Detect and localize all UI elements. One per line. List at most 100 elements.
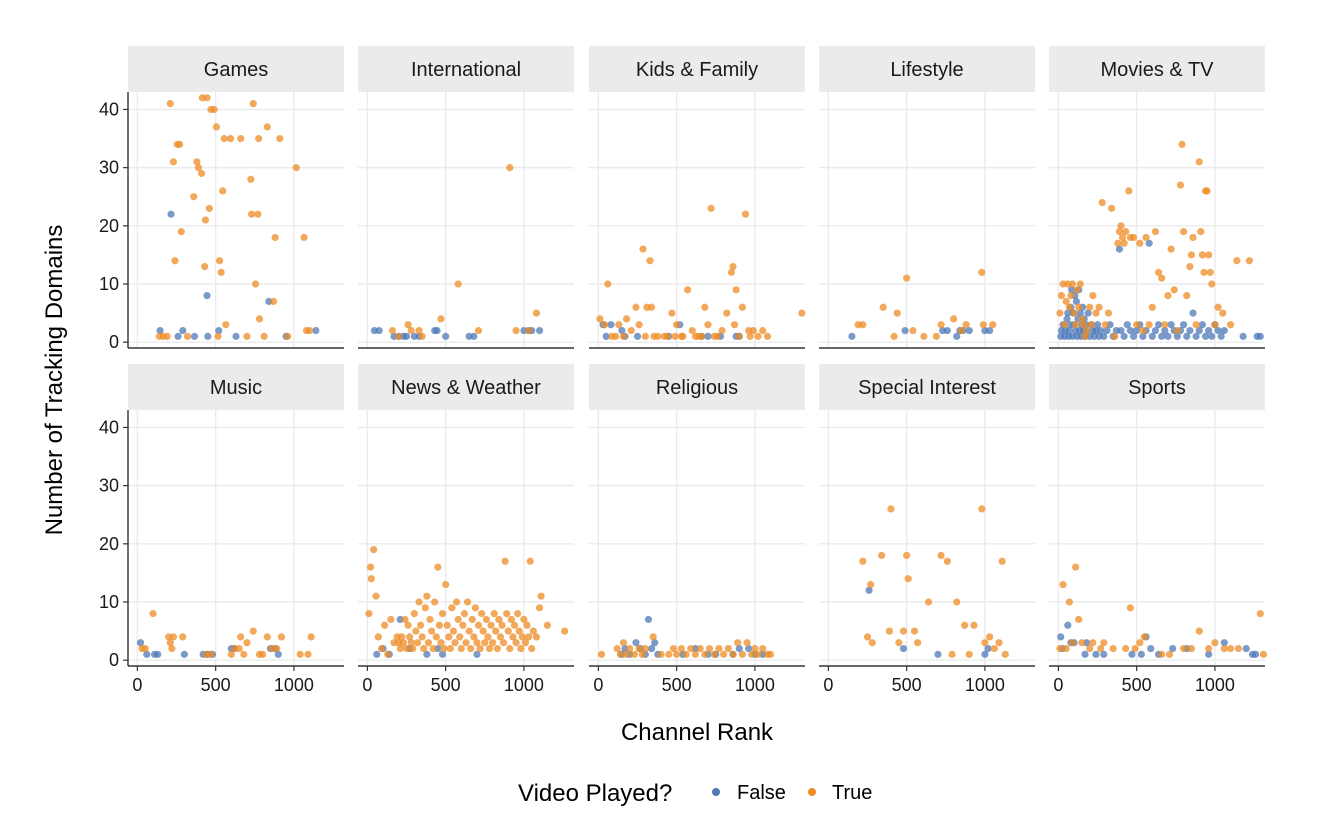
y-tick-label: 10 [99,592,119,612]
data-point-false [1173,332,1181,340]
data-point-true [1136,239,1144,247]
y-tick-label: 20 [99,216,119,236]
data-point-true [205,204,213,212]
data-point-false [1097,326,1105,335]
x-tick-label: 0 [362,675,372,695]
data-point-true [463,598,472,606]
data-point-true [859,557,867,565]
data-point-true [163,332,171,340]
data-point-false [1252,650,1260,658]
data-point-true [217,268,225,276]
data-point-true [169,633,177,641]
data-point-true [596,315,604,323]
facet-strip-label: Games [204,59,268,81]
data-point-true [529,627,537,635]
data-point-true [427,627,436,635]
data-point-true [1068,639,1077,647]
data-point-true [715,644,723,653]
data-point-true [398,633,406,641]
data-point-true [619,639,628,647]
facet-strip [128,364,344,410]
legend-label-true: True [832,782,872,804]
facet-strip-label: Religious [656,377,738,399]
data-point-true [437,639,445,647]
data-point-true [499,639,508,647]
data-point-true [597,650,606,658]
y-tick-label: 10 [99,274,119,294]
data-point-true [210,105,218,114]
data-point-true [454,280,462,288]
data-point-false [232,332,240,340]
data-point-true [727,268,736,276]
data-point-false [1139,332,1147,340]
data-point-true [367,575,375,583]
data-point-false [899,644,908,653]
data-point-true [1095,303,1103,311]
facet-strip [358,364,574,410]
data-point-true [948,650,956,658]
data-point-false [1169,644,1177,653]
legend-label-false: False [737,782,786,804]
data-point-false [1192,332,1200,340]
data-point-true [476,644,484,653]
data-point-true [1234,644,1242,653]
data-point-true [214,332,222,340]
data-point-true [981,639,989,647]
data-point-true [657,650,665,658]
data-point-true [1148,303,1156,311]
data-point-true [738,650,746,658]
data-point-true [1056,309,1064,317]
data-point-true [635,644,643,653]
data-point-true [632,303,640,311]
data-point-true [528,644,536,653]
data-point-true [1140,633,1149,641]
data-point-false [423,650,431,658]
data-point-true [1081,332,1089,340]
data-point-true [1075,303,1083,311]
data-point-true [407,639,415,647]
data-point-false [1084,309,1092,317]
data-point-false [1183,332,1191,340]
data-point-true [616,650,624,658]
data-point-true [1117,222,1125,230]
data-point-true [691,650,700,658]
data-point-false [1164,332,1172,340]
data-point-true [254,210,262,218]
y-tick-label: 20 [99,534,119,554]
data-point-true [1139,326,1147,335]
x-tick-label: 1000 [735,675,775,695]
facet-panel: Kids & Family [589,46,806,348]
data-point-true [1154,268,1163,276]
facet-panel: Religious [589,364,805,666]
data-point-true [535,604,544,612]
data-point-true [525,326,533,335]
facet-strip-label: Music [210,377,262,399]
facet-strip [819,364,1035,410]
data-point-true [222,321,230,329]
data-point-true [1192,321,1200,329]
data-point-false [865,586,873,594]
data-point-true [729,262,737,271]
data-point-false [402,332,411,340]
facet-strip [358,46,574,92]
data-point-true [1226,321,1235,329]
data-point-true [893,309,901,317]
data-point-true [1067,292,1075,300]
data-point-true [720,650,728,658]
y-tick-label: 0 [109,332,119,352]
data-point-true [1056,644,1064,653]
data-point-true [471,604,479,612]
data-point-true [1208,280,1216,288]
data-point-true [904,575,912,583]
data-point-true [953,598,961,606]
data-point-false [934,650,942,658]
data-point-true [679,332,687,340]
data-point-true [396,644,404,653]
data-point-true [523,621,531,629]
data-point-true [1133,321,1141,329]
data-point-true [604,280,612,288]
data-point-true [1073,286,1081,294]
data-point-true [1059,580,1067,589]
data-point-true [478,610,486,618]
data-point-false [1195,326,1203,335]
